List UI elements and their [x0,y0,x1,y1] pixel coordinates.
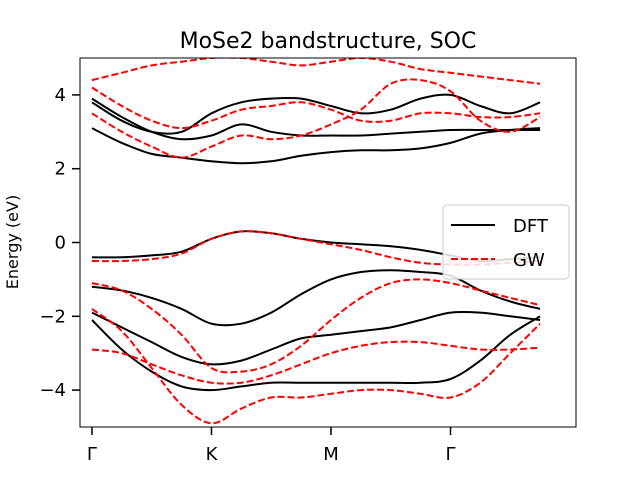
x-tick-label: Γ [445,444,455,465]
gw-band-6 [91,340,541,385]
dft-band-6 [91,310,541,366]
y-tick-label: −4 [39,380,66,401]
legend-label-dft: DFT [513,216,549,237]
gw-band-3 [91,58,541,85]
gw-band-1 [91,86,541,130]
y-axis-label: Energy (eV) [3,195,22,289]
y-tick-label: −2 [39,306,66,327]
x-tick-label: M [323,444,339,465]
gw-band-5 [91,278,541,374]
dft-band-7 [91,315,541,392]
dft-band-1 [91,97,541,141]
dft-band-5 [91,269,541,327]
legend-box [442,204,570,280]
legend: DFT GW [442,204,570,280]
dft-band-2 [91,127,541,165]
x-tick-label: Γ [87,444,97,465]
legend-label-gw: GW [513,250,545,271]
y-tick-label: 2 [55,159,66,180]
x-tick-label: K [206,444,219,465]
dft-band-3 [91,93,541,135]
gw-band-2 [91,78,541,159]
y-ticks: −4 −2 0 2 4 [39,85,80,401]
y-tick-label: 4 [55,85,66,106]
y-tick-label: 0 [55,233,66,254]
chart-title: MoSe2 bandstructure, SOC [180,29,477,54]
